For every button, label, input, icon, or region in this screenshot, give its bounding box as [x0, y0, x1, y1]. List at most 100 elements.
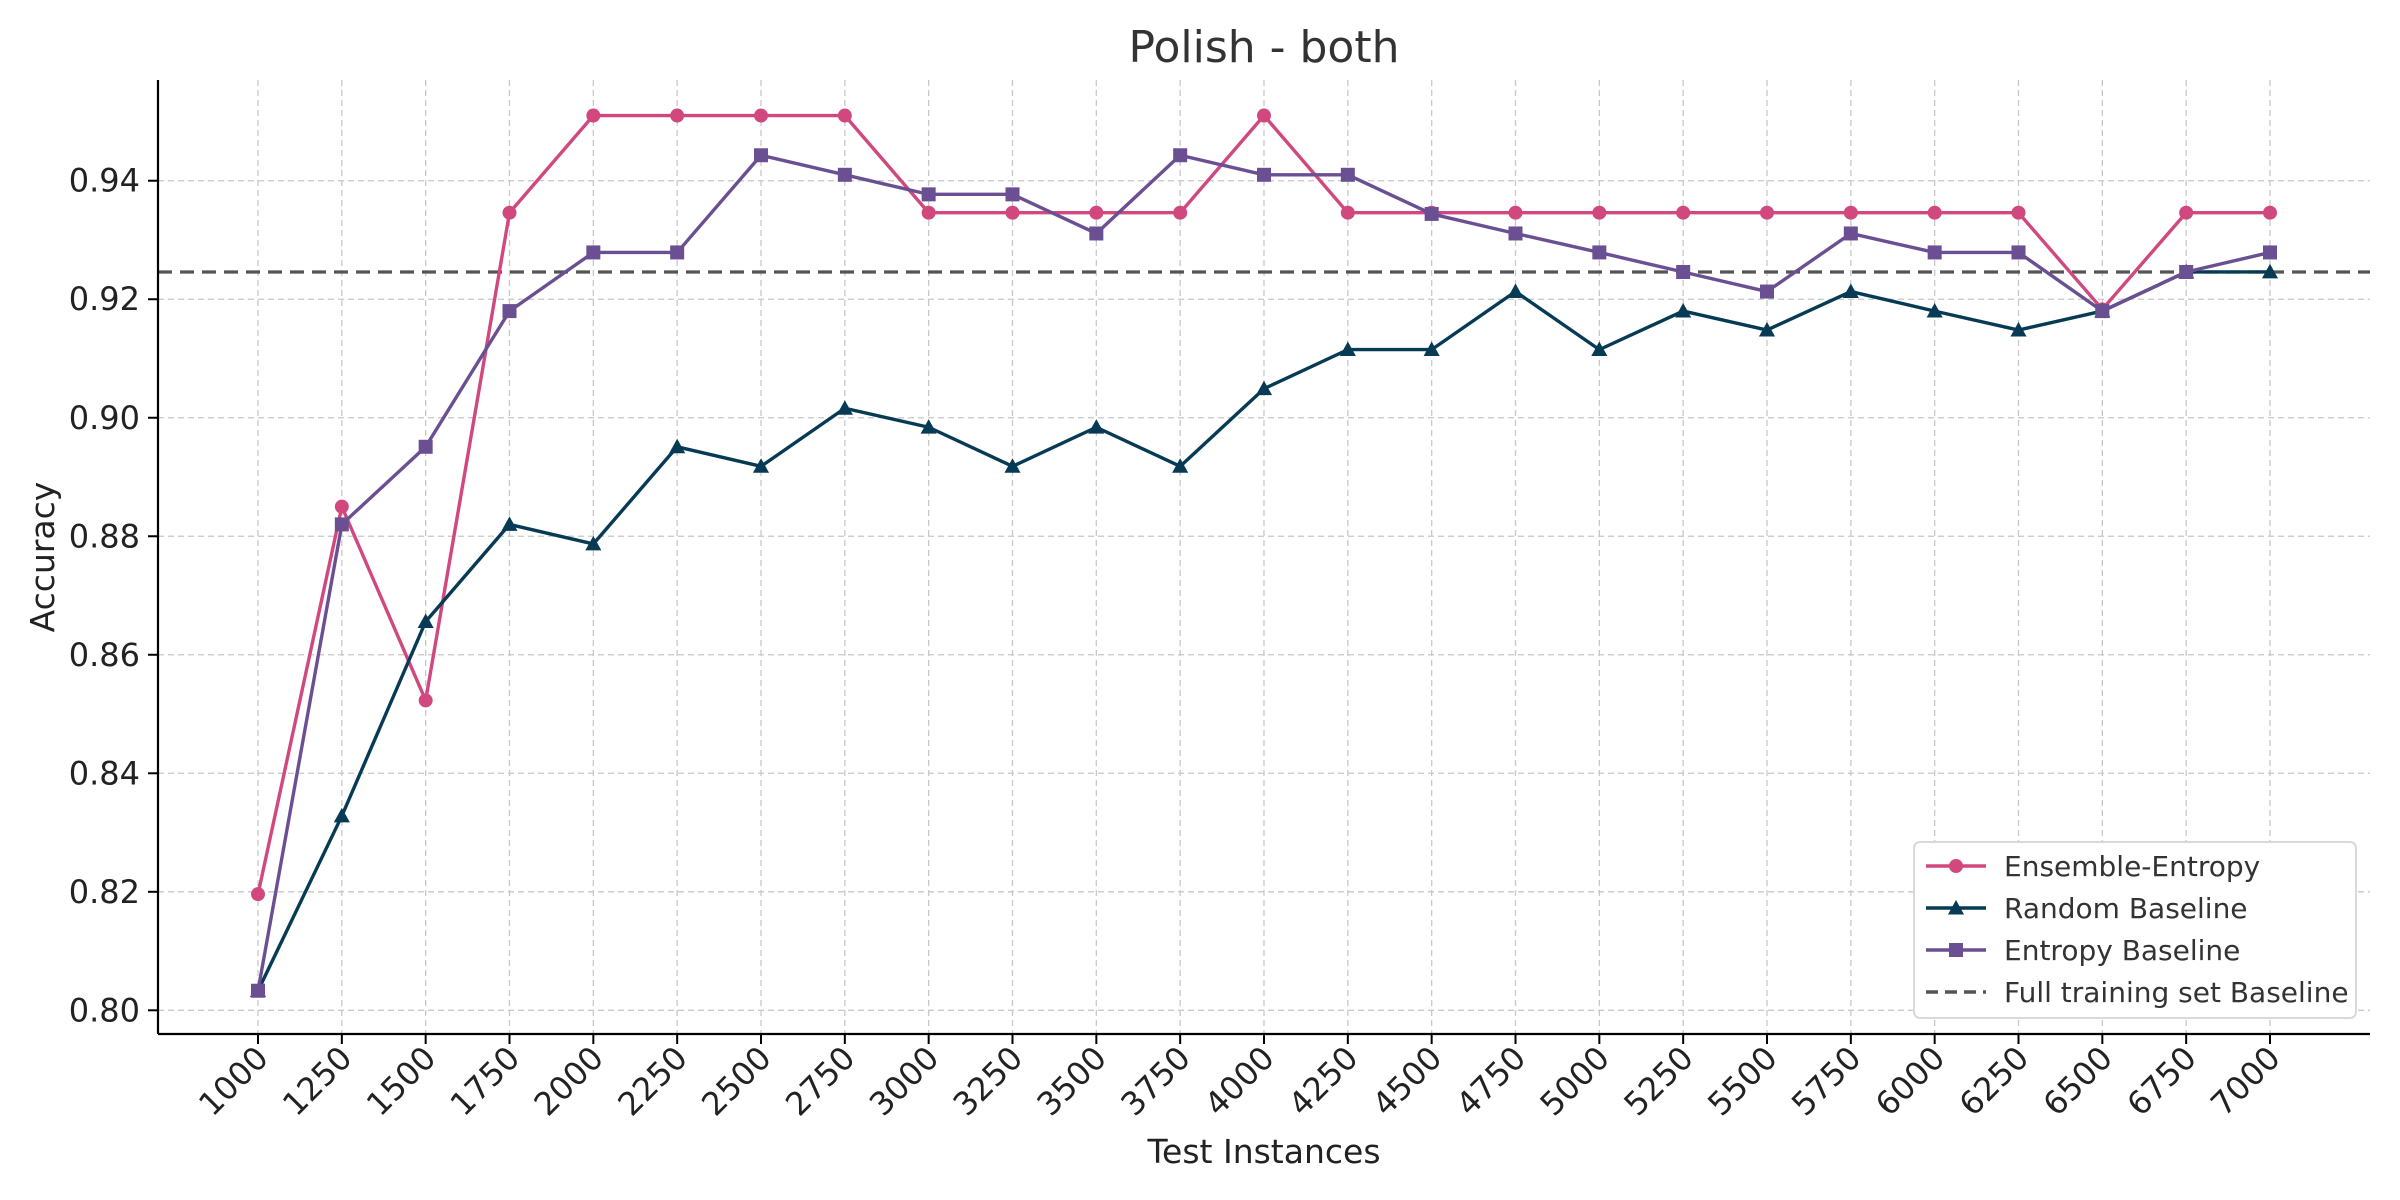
x-tick-label: 7000	[2203, 1039, 2287, 1123]
random-baseline-point	[920, 419, 937, 434]
ensemble-entropy-point	[334, 499, 349, 514]
entropy-baseline-point	[1173, 148, 1188, 163]
x-tick-label: 6750	[2119, 1039, 2203, 1123]
entropy-baseline-point	[1927, 245, 1942, 260]
legend-label: Entropy Baseline	[2004, 934, 2240, 967]
y-tick-label: 0.94	[69, 162, 140, 200]
entropy-baseline-point	[1005, 187, 1020, 202]
x-tick-label: 1000	[191, 1039, 275, 1123]
entropy-baseline-point	[1508, 226, 1523, 241]
random-baseline-point	[1172, 458, 1189, 473]
y-tick-label: 0.84	[69, 754, 140, 792]
x-tick-label: 5250	[1616, 1039, 1700, 1123]
legend-box	[1913, 841, 2357, 1019]
ensemble-entropy-point	[251, 887, 265, 902]
x-tick-label: 3000	[862, 1039, 946, 1123]
random-baseline-point	[1926, 303, 1943, 318]
y-tick-label: 0.80	[69, 991, 140, 1029]
random-baseline-point	[2261, 263, 2279, 279]
legend-marker	[1949, 859, 1963, 873]
legend-item: Entropy Baseline	[1926, 934, 2240, 967]
ensemble-entropy-point	[837, 108, 852, 123]
ensemble-entropy-point	[1340, 205, 1355, 220]
entropy-baseline-point	[1592, 245, 1607, 260]
random-baseline-point	[752, 458, 770, 473]
x-tick-label: 1250	[275, 1039, 359, 1123]
random-baseline-point	[1758, 322, 1776, 337]
x-tick-label: 4000	[1197, 1039, 1281, 1123]
y-tick-label: 0.86	[69, 636, 140, 674]
ensemble-entropy-point	[2263, 205, 2277, 220]
entropy-baseline-point	[670, 245, 685, 260]
random-baseline-point	[1842, 283, 1859, 298]
ensemble-entropy-point	[1257, 108, 1271, 123]
entropy-baseline-point	[754, 148, 768, 163]
entropy-baseline-point	[251, 983, 265, 998]
random-baseline-point	[1591, 341, 1608, 357]
x-ticks: 1000 1250 1500 1750 2000 2250 2500 2750 3000 3250…	[191, 1034, 2288, 1123]
entropy-baseline-point	[1760, 284, 1774, 299]
entropy-baseline-point	[837, 167, 852, 182]
entropy-baseline-point	[921, 187, 936, 202]
entropy-baseline-point	[586, 245, 601, 260]
ensemble-entropy-point	[2011, 205, 2026, 220]
x-tick-label: 1750	[443, 1039, 527, 1123]
ensemble-entropy-point	[586, 108, 601, 123]
random-baseline-point	[2010, 322, 2027, 337]
random-baseline-point	[836, 400, 853, 415]
legend-item: Ensemble-Entropy	[1926, 850, 2260, 883]
legend-marker	[1949, 943, 1963, 957]
ensemble-entropy-point	[2179, 205, 2194, 220]
x-axis-title: Test Instances	[1146, 1132, 1380, 1171]
x-tick-label: 1500	[359, 1039, 443, 1123]
random-baseline-point	[585, 535, 602, 551]
ensemble-entropy-point	[1676, 205, 1691, 220]
ensemble-entropy-point	[1592, 205, 1607, 220]
random-baseline-point	[417, 613, 434, 629]
ensemble-entropy-point	[1005, 205, 1020, 220]
x-tick-label: 3750	[1113, 1039, 1197, 1123]
x-tick-label: 5000	[1533, 1039, 1617, 1123]
random-baseline-point	[333, 807, 350, 823]
random-baseline-point	[1339, 341, 1356, 357]
entropy-baseline-point	[1424, 206, 1439, 221]
ensemble-entropy-point	[418, 693, 433, 708]
ensemble-entropy-point	[921, 205, 936, 220]
entropy-baseline-point	[2095, 304, 2110, 319]
entropy-baseline-point	[1676, 264, 1691, 279]
x-tick-label: 6000	[1868, 1039, 1952, 1123]
entropy-baseline-point	[2263, 245, 2277, 260]
x-tick-label: 2250	[610, 1039, 694, 1123]
ensemble-entropy-point	[1173, 205, 1188, 220]
ensemble-entropy-point	[754, 108, 768, 123]
entropy-baseline-point	[1257, 167, 1271, 182]
legend-marker	[1947, 899, 1965, 915]
entropy-baseline-series	[251, 148, 2277, 998]
random-baseline-point	[1423, 341, 1440, 357]
legend-item: Full training set Baseline	[1926, 976, 2349, 1009]
x-tick-label: 3500	[1030, 1039, 1114, 1123]
y-tick-label: 0.82	[69, 873, 140, 911]
x-tick-label: 5750	[1784, 1039, 1868, 1123]
x-tick-label: 6250	[1952, 1039, 2036, 1123]
legend-label: Random Baseline	[2004, 892, 2248, 925]
random-baseline-point	[1255, 380, 1273, 396]
x-tick-label: 4500	[1365, 1039, 1449, 1123]
legend-label: Ensemble-Entropy	[2004, 850, 2260, 883]
entropy-baseline-point	[2011, 245, 2026, 260]
x-tick-label: 4750	[1449, 1039, 1533, 1123]
y-tick-label: 0.88	[69, 517, 140, 555]
y-ticks: 0.80 0.82 0.84 0.86 0.88 0.90 0.92 0.94	[69, 162, 158, 1029]
grid	[158, 80, 2370, 1034]
x-tick-label: 4250	[1281, 1039, 1365, 1123]
x-tick-label: 5500	[1700, 1039, 1784, 1123]
legend: Ensemble-Entropy Random Baseline Entropy B…	[1913, 841, 2357, 1019]
ensemble-entropy-point	[1843, 205, 1858, 220]
entropy-baseline-point	[2179, 264, 2194, 279]
entropy-baseline-point	[418, 439, 433, 454]
ensemble-entropy-point	[1760, 205, 1774, 220]
series-layer	[249, 108, 2279, 998]
ensemble-entropy-point	[1089, 205, 1104, 220]
x-tick-label: 2000	[527, 1039, 611, 1123]
